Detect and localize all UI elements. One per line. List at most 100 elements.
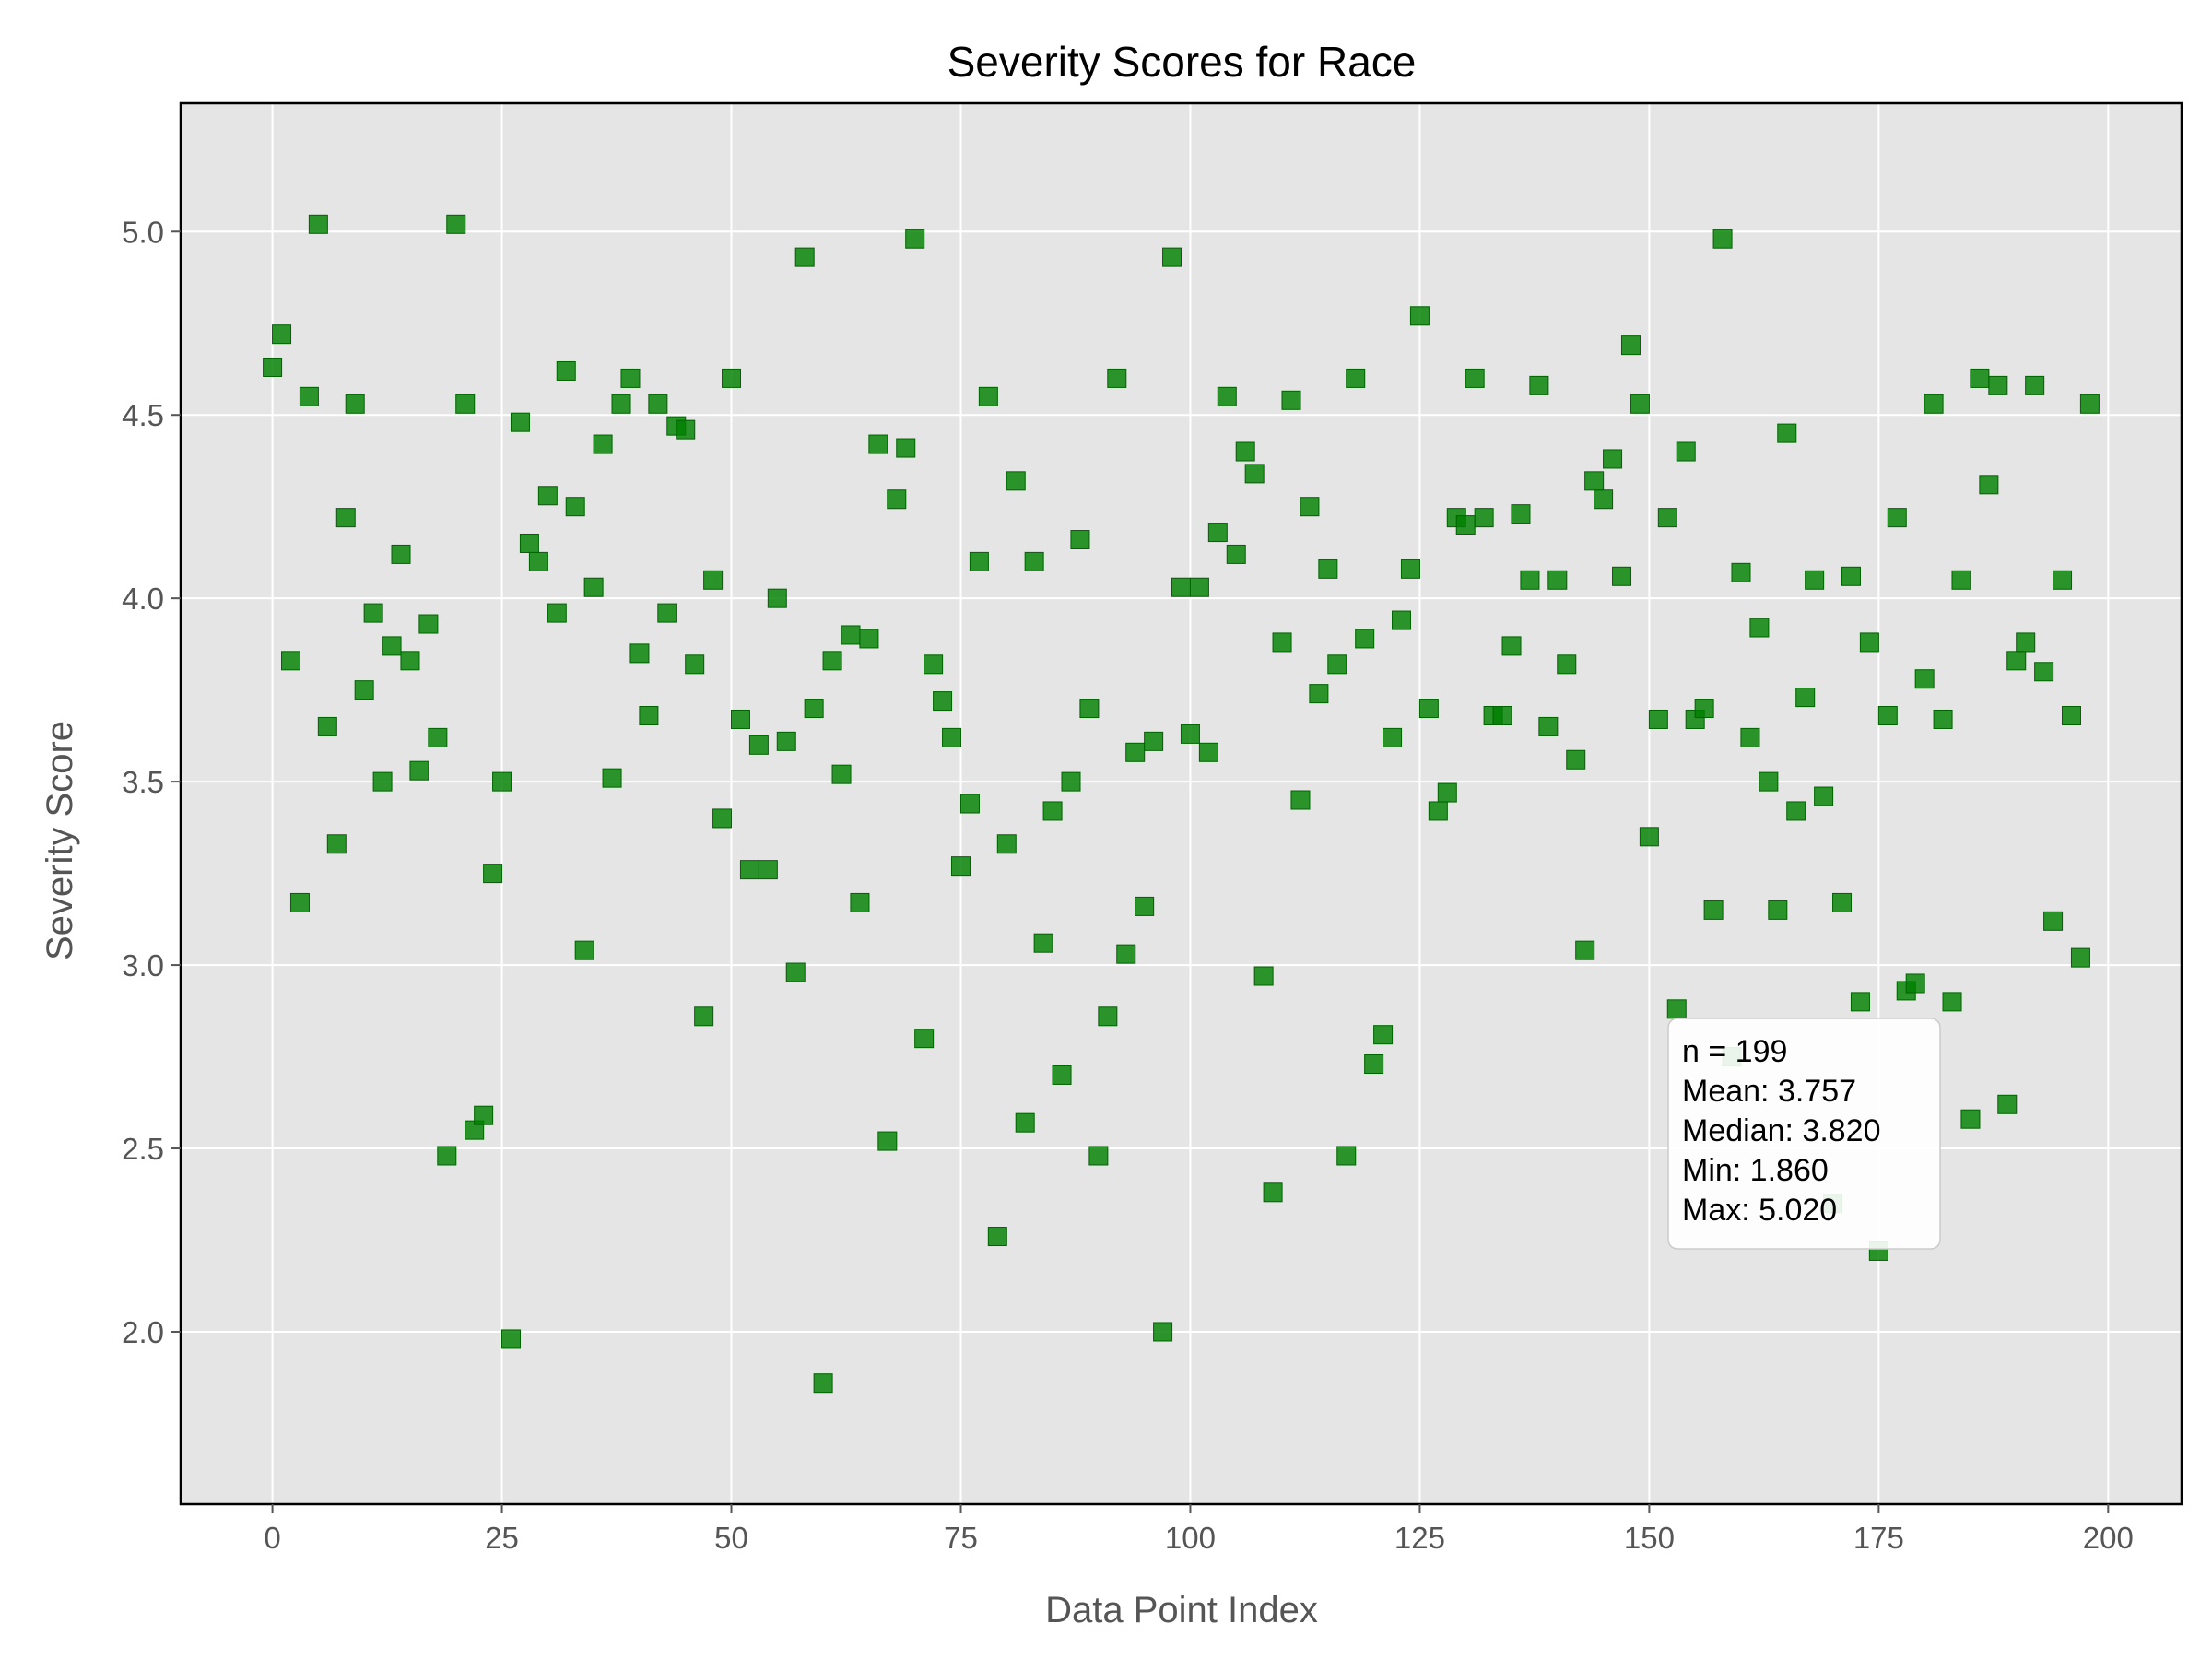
data-point <box>1088 1146 1109 1166</box>
data-point <box>1951 570 1971 590</box>
data-point <box>1731 562 1751 582</box>
stats-box-background <box>1667 1018 1941 1250</box>
data-point <box>1024 551 1044 571</box>
data-point <box>1153 1322 1173 1342</box>
data-point <box>950 856 971 877</box>
data-point <box>914 1029 935 1049</box>
data-point <box>602 768 622 788</box>
data-point <box>483 864 503 884</box>
data-point <box>767 588 787 608</box>
data-point <box>1795 688 1816 708</box>
data-point <box>446 214 466 234</box>
data-point <box>1226 544 1246 564</box>
data-point <box>1263 1182 1283 1203</box>
data-point <box>1207 523 1228 543</box>
data-point <box>1336 1146 1357 1166</box>
data-point <box>437 1146 457 1166</box>
data-point <box>1942 992 1962 1012</box>
data-point <box>1557 654 1577 675</box>
data-point <box>758 860 778 880</box>
data-point <box>574 940 594 960</box>
data-point <box>850 892 870 912</box>
data-point <box>639 706 659 726</box>
data-point <box>1198 742 1218 762</box>
data-point <box>748 735 769 755</box>
data-point <box>1740 727 1760 747</box>
data-point <box>492 771 512 792</box>
data-point <box>620 368 641 388</box>
stats-n: n = 199 <box>1682 1034 1787 1069</box>
data-point <box>556 360 576 381</box>
data-point <box>501 1329 522 1349</box>
data-points <box>263 214 2100 1394</box>
stats-box: n = 199 Mean: 3.757 Median: 3.820 Min: 1… <box>1667 1018 1941 1250</box>
data-point <box>1814 786 1834 806</box>
data-point <box>1630 394 1650 414</box>
y-tick-label: 3.0 <box>122 948 164 982</box>
y-tick-label: 5.0 <box>122 215 164 249</box>
x-tick-label: 0 <box>264 1521 280 1555</box>
data-point <box>1666 999 1687 1019</box>
data-point <box>1712 229 1733 249</box>
data-point <box>547 603 567 623</box>
y-tick-label: 2.0 <box>122 1315 164 1349</box>
data-point <box>1887 508 1907 528</box>
data-point <box>528 551 548 571</box>
data-point <box>1703 900 1724 920</box>
data-point <box>455 394 476 414</box>
data-point <box>1612 566 1632 586</box>
data-point <box>1428 801 1448 821</box>
data-point <box>1924 394 1944 414</box>
data-point <box>2034 662 2054 682</box>
data-point <box>272 324 292 345</box>
data-point <box>1639 827 1659 847</box>
data-point <box>263 357 283 377</box>
data-point <box>593 434 613 454</box>
data-point <box>813 1373 833 1394</box>
x-tick-label: 175 <box>1853 1521 1904 1555</box>
data-point <box>1327 654 1347 675</box>
data-point <box>1575 940 1595 960</box>
data-point <box>776 731 796 751</box>
data-point <box>942 727 962 747</box>
data-point <box>959 794 980 814</box>
data-point <box>739 860 759 880</box>
data-point <box>1355 629 1375 649</box>
data-point <box>565 497 585 517</box>
data-point <box>1309 684 1329 704</box>
data-point <box>1768 900 1788 920</box>
data-point <box>1006 471 1026 491</box>
data-point <box>1235 441 1255 462</box>
data-point <box>1400 559 1420 579</box>
data-point <box>2079 394 2100 414</box>
data-point <box>1364 1054 1384 1075</box>
stats-mean: Mean: 3.757 <box>1682 1074 1856 1109</box>
data-point <box>1960 1109 1981 1129</box>
data-point <box>1777 423 1797 443</box>
data-point <box>1244 464 1265 484</box>
data-point <box>335 508 356 528</box>
data-point <box>1079 699 1100 719</box>
data-point <box>1547 570 1568 590</box>
y-tick-label: 4.5 <box>122 398 164 432</box>
data-point <box>2053 570 2073 590</box>
data-point <box>722 368 742 388</box>
data-point <box>1749 618 1770 638</box>
data-point <box>629 643 650 664</box>
data-point <box>354 680 374 700</box>
stats-max: Max: 5.020 <box>1682 1193 1837 1228</box>
data-point <box>1594 489 1614 510</box>
data-point <box>1979 475 1999 495</box>
axis-ticks: 0 25 50 75 100 125 150 175 200 2.0 2.5 3.0 3.5 4.0 4.5… <box>122 215 2134 1555</box>
data-point <box>1933 709 1953 729</box>
data-point <box>510 412 530 432</box>
data-point <box>1290 790 1311 810</box>
data-point <box>1676 441 1696 462</box>
data-point <box>1409 306 1430 326</box>
data-point <box>694 1006 714 1027</box>
data-point <box>1318 559 1338 579</box>
data-point <box>685 654 705 675</box>
x-tick-label: 25 <box>485 1521 519 1555</box>
data-point <box>648 394 668 414</box>
